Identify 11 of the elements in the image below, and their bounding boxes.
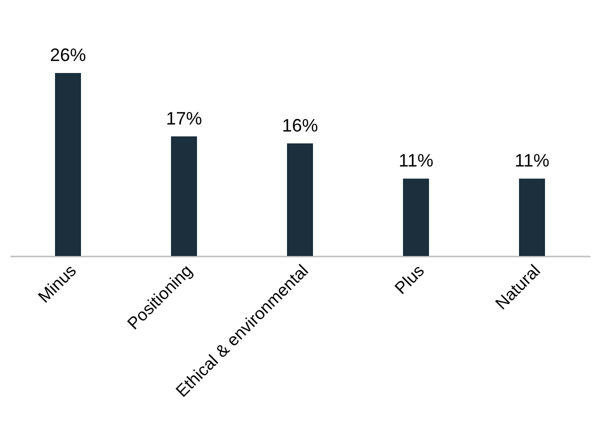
data-label: 11%: [398, 150, 434, 171]
data-label: 17%: [166, 108, 202, 128]
data-label: 16%: [282, 115, 318, 136]
bar: [55, 73, 81, 256]
data-label: 11%: [514, 150, 550, 171]
bar: [171, 136, 197, 256]
x-tick-label: Plus: [391, 261, 428, 298]
bar: [403, 178, 429, 256]
bar: [519, 178, 545, 256]
bar: [287, 143, 313, 256]
data-label: 26%: [50, 45, 86, 65]
